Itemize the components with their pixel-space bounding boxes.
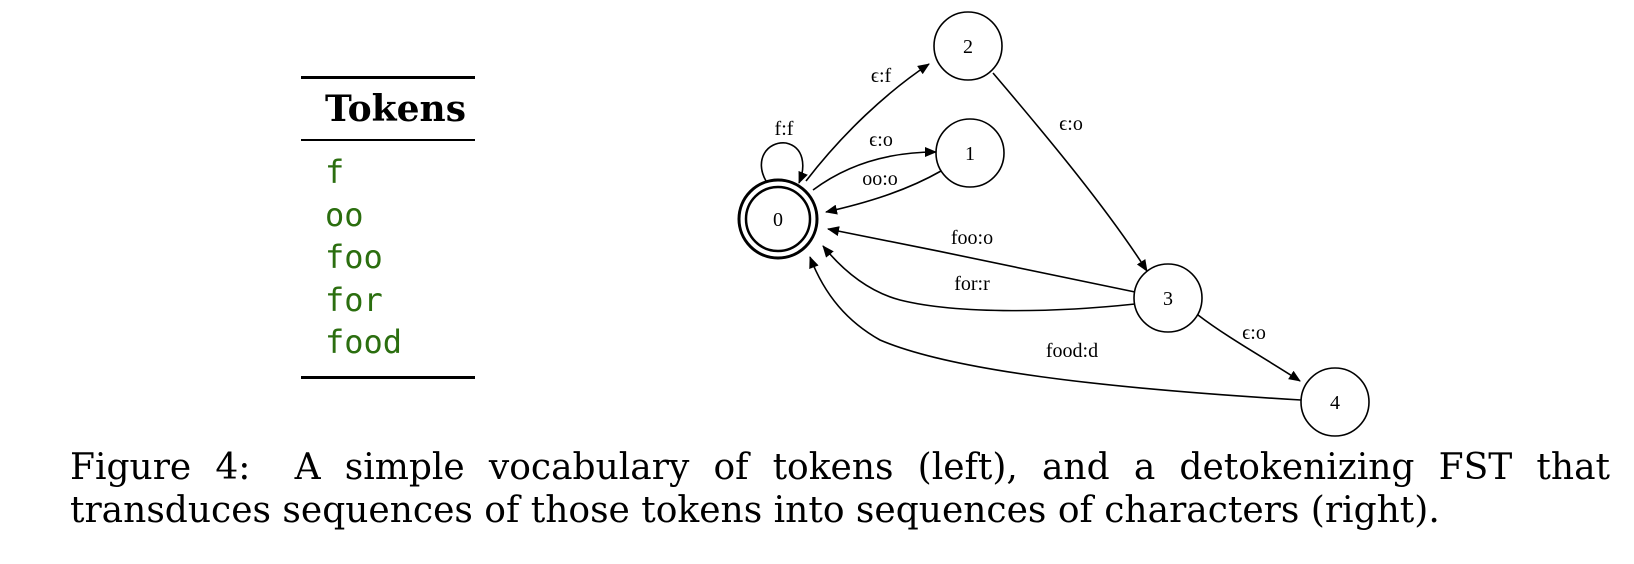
- edge-label: oo:o: [862, 168, 898, 190]
- edge-0-0: [760, 142, 808, 184]
- node-label: 4: [1330, 392, 1340, 414]
- token-item: f: [325, 153, 345, 191]
- table-bottom-rule: [301, 375, 475, 379]
- figure-number: Figure 4:: [70, 447, 251, 488]
- table-header: Tokens: [325, 88, 466, 130]
- node-4: 4: [1300, 367, 1370, 437]
- edge-label: ϵ:o: [1242, 322, 1266, 344]
- edge-2-3: [992, 72, 1148, 272]
- table-top-rule: [301, 76, 475, 79]
- edge-1-0: [825, 170, 942, 215]
- figure-caption: Figure 4: A simple vocabulary of tokens …: [70, 446, 1610, 532]
- fst-diagram: 0 1 2 3 4 f:f ϵ:f ϵ:o oo:o ϵ:o foo:o for…: [737, 11, 1370, 437]
- token-table: Tokens f oo foo for food: [301, 76, 475, 379]
- node-2: 2: [933, 11, 1003, 81]
- edge-3-0: [827, 226, 1136, 293]
- edge-3-4: [1197, 314, 1301, 382]
- node-3: 3: [1133, 263, 1203, 333]
- node-label: 3: [1163, 288, 1173, 310]
- fst-edges: [760, 63, 1302, 401]
- edge-4-0: [809, 256, 1302, 401]
- node-label: 0: [773, 209, 783, 231]
- edge-label: ϵ:f: [871, 65, 892, 87]
- token-item: foo: [325, 238, 383, 276]
- caption-text: A simple vocabulary of tokens (left), an…: [70, 447, 1610, 531]
- node-1: 1: [935, 118, 1005, 188]
- edge-0-2: [805, 63, 930, 182]
- edge-label: f:f: [775, 118, 794, 140]
- node-label: 2: [963, 36, 973, 58]
- token-item: for: [325, 280, 383, 319]
- edge-3-0-for: [822, 245, 1136, 312]
- token-list: f oo foo for food: [301, 141, 475, 376]
- token-item: food: [325, 323, 403, 361]
- fst-nodes: 0 1 2 3 4: [737, 11, 1370, 437]
- table-header-rule: [301, 139, 475, 141]
- edge-label: ϵ:o: [869, 129, 893, 151]
- edge-label: food:d: [1046, 340, 1098, 362]
- edge-label: for:r: [954, 273, 990, 295]
- edge-label: foo:o: [951, 227, 993, 249]
- node-label: 1: [965, 143, 975, 165]
- token-item: oo: [325, 195, 364, 234]
- edge-0-1: [812, 147, 937, 191]
- node-0: 0: [737, 178, 819, 260]
- edge-label: ϵ:o: [1059, 113, 1083, 135]
- fst-edge-labels: f:f ϵ:f ϵ:o oo:o ϵ:o foo:o for:r ϵ:o foo…: [775, 65, 1266, 362]
